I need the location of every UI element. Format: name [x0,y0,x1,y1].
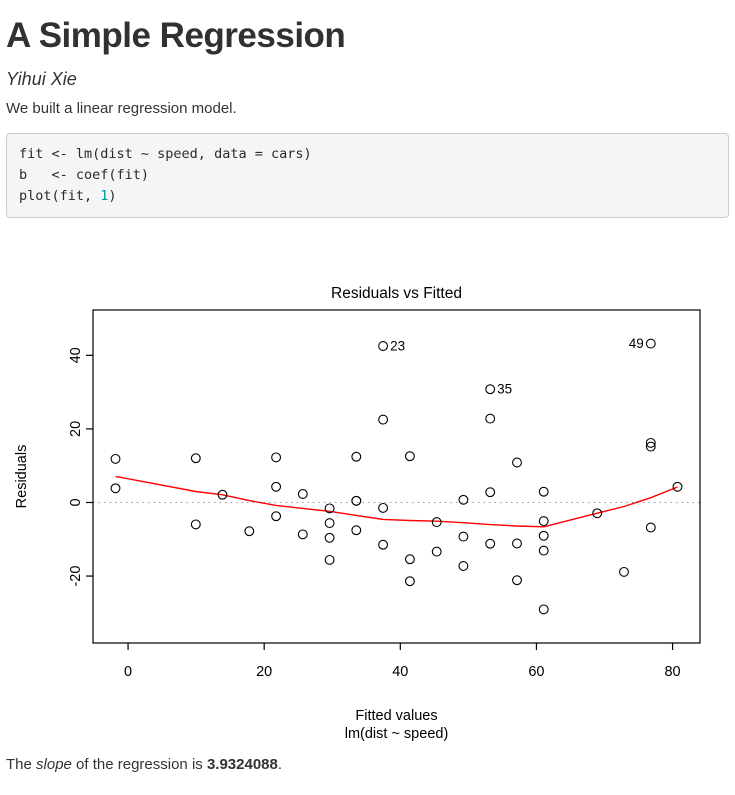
data-point [217,489,228,500]
data-point [378,502,389,513]
conclusion-suffix: . [277,756,283,773]
data-point [190,519,201,530]
code-line: fit <- lm(dist ~ speed, data = cars) [19,144,716,165]
data-point [485,384,496,395]
code-line: plot(fit, 1) [19,186,716,207]
data-point [672,481,683,492]
code-token-plain: fit <- lm(dist ~ speed, data = cars) [19,146,312,162]
point-label: 35 [497,382,512,397]
data-point [297,529,308,540]
data-point [271,452,282,463]
residuals-vs-fitted-plot: 23 35 49 0 20 40 60 80 -20 0 20 40 Residuals vs Fitt… [14,285,701,742]
data-point [645,522,656,533]
data-point [538,516,549,527]
data-point [110,483,121,494]
data-point [592,508,603,519]
data-point [538,486,549,497]
y-tick-label: 0 [68,498,84,506]
y-tick-label: -20 [68,566,84,587]
data-point [619,566,629,577]
data-point [244,526,255,537]
slope-value: 3.9324088 [206,756,278,773]
data-point [378,539,389,550]
point-label: 49 [629,336,644,351]
y-tick-label: 20 [68,421,84,437]
x-tick-label: 40 [392,664,408,680]
data-point [404,554,415,565]
data-point [324,554,335,565]
code-token-plain: plot(fit, [19,188,101,204]
data-point [351,495,362,506]
data-point [458,561,469,571]
data-point [645,441,656,452]
data-point [351,525,362,536]
data-point [351,451,362,462]
data-point [512,457,522,468]
x-tick-label: 20 [256,664,272,680]
code-block: fit <- lm(dist ~ speed, data = cars) b <-… [6,133,729,218]
data-point [378,341,389,351]
author: Yihui Xie [6,69,729,90]
lowess-smooth-line [115,475,678,528]
data-point [404,576,415,587]
author-name: Yihui Xie [6,69,77,89]
code-line: b <- coef(fit) [19,165,716,186]
data-point [538,530,549,541]
y-axis-label: Residuals [14,445,30,509]
conclusion-paragraph: The slope of the regression is 3.9324088… [6,756,729,773]
data-point [324,532,335,543]
x-axis-label: Fitted values [355,708,437,724]
data-point [538,545,549,556]
intro-paragraph: We built a linear regression model. [6,100,237,117]
data-point [512,538,522,549]
plot-title: Residuals vs Fitted [331,285,462,302]
data-point [431,517,442,528]
data-point [645,338,656,349]
x-tick-label: 80 [664,664,680,680]
data-point [324,503,335,514]
data-point [512,575,522,586]
data-point [645,437,656,448]
data-point [431,546,442,557]
code-token-number: 1 [100,188,109,204]
conclusion-prefix: The [6,756,37,773]
slope-emphasis: slope [36,756,72,773]
data-point [271,511,282,522]
data-point [110,453,121,464]
conclusion-middle: of the regression is [71,756,207,773]
data-point [404,451,415,462]
data-point [271,481,282,492]
plot-figure: 23 35 49 0 20 40 60 80 -20 0 20 40 Residuals vs Fitt… [6,272,729,746]
page-title: A Simple Regression [6,16,346,55]
data-point [324,518,335,529]
x-tick-label: 0 [124,664,132,680]
x-axis-sublabel: lm(dist ~ speed) [345,726,449,742]
data-point [297,489,308,499]
data-point [190,453,201,464]
code-token-plain: b <- coef(fit) [19,167,150,183]
data-point [458,494,469,505]
data-point [485,487,496,498]
data-point [485,413,496,424]
y-tick-label: 40 [68,347,84,363]
code-token-plain: ) [108,188,117,204]
data-point [538,604,549,615]
x-tick-label: 60 [528,664,544,680]
r-source-code: fit <- lm(dist ~ speed, data = cars) b <-… [19,144,716,207]
data-point [378,414,389,425]
data-point [485,538,496,549]
report-page: A Simple Regression Yihui Xie We built a… [6,16,729,773]
plot-frame [92,309,701,644]
point-label: 23 [390,339,405,354]
data-point [458,531,469,542]
